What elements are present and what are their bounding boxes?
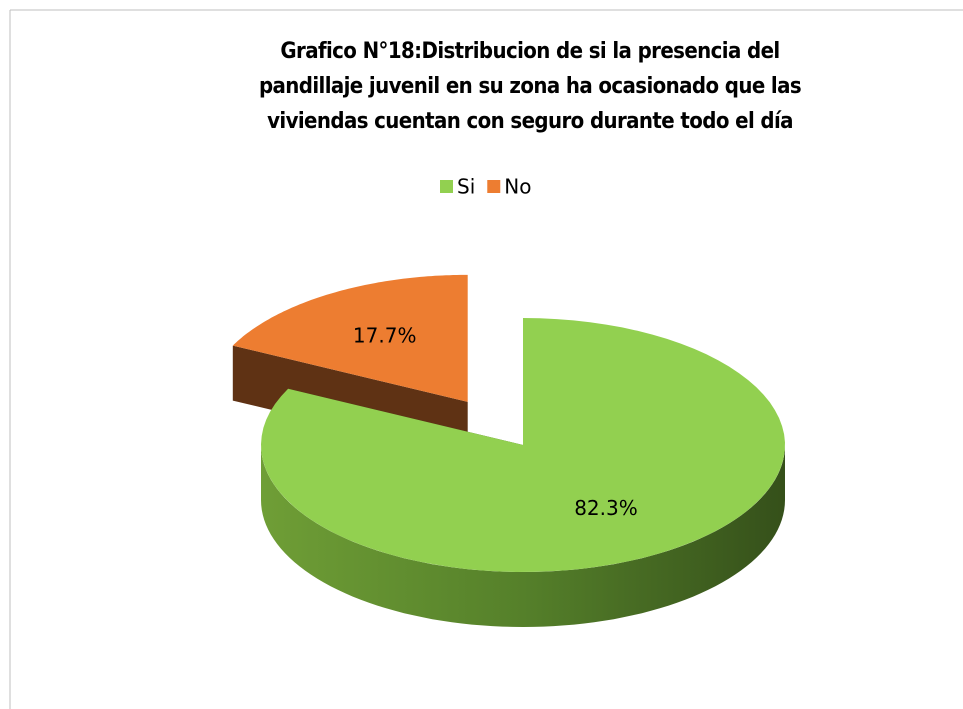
chart-title: Grafico N°18:Distribucion de si la prese… xyxy=(258,39,802,134)
slice-side xyxy=(261,445,785,627)
slice xyxy=(232,274,468,402)
legend-swatch xyxy=(487,180,501,193)
slice xyxy=(261,318,785,572)
legend-label: No xyxy=(504,175,531,199)
data-label: 82.3% xyxy=(574,496,638,520)
data-label: 17.7% xyxy=(353,324,417,348)
legend-swatch xyxy=(440,180,453,193)
legend-label: Si xyxy=(457,175,475,199)
